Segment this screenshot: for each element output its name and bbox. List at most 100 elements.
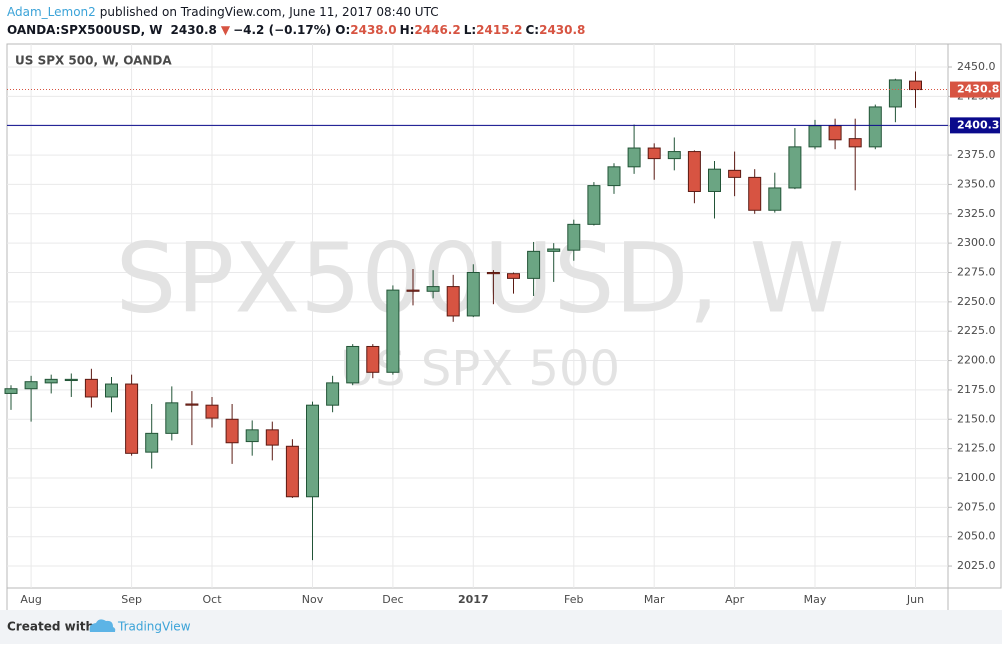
brand[interactable]: TradingView [117,620,191,634]
candle-body [728,169,742,178]
candle-body [4,388,18,394]
y-tick-label: 2025.0 [957,559,996,572]
y-tick-label: 2325.0 [957,207,996,220]
header-line-2: OANDA:SPX500USD, W 2430.8 ▼ −4.2 (−0.17%) O:… [7,23,585,37]
change: −4.2 (−0.17%) [233,23,331,37]
published: published on TradingView.com, June 11, 2… [100,5,439,19]
h-value: 2446.2 [414,23,460,37]
chart-frame [6,43,1002,589]
c-label: C: [525,23,539,37]
y-tick-label: 2275.0 [957,265,996,278]
y-tick-label: 2150.0 [957,412,996,425]
footer-bg [0,610,1002,644]
candle-body [647,147,661,160]
candle-body [446,286,460,317]
y-tick-label: 2050.0 [957,530,996,543]
x-tick-label: Oct [202,593,222,606]
header-line-1: Adam_Lemon2 published on TradingView.com,… [7,5,439,19]
candle-body [125,383,139,454]
l-label: L: [464,23,476,37]
candle-body [888,79,902,108]
last-price-label: 2430.8 [957,83,999,96]
y-tick-label: 2125.0 [957,442,996,455]
watermark-main: SPX500USD, W [116,222,845,334]
x-tick-label: Dec [382,593,403,606]
candle-body [64,378,78,382]
candle-body [486,271,500,275]
y-tick-label: 2300.0 [957,236,996,249]
candle-body [607,166,621,187]
x-tick-label: Nov [302,593,324,606]
candle-body [386,289,400,373]
candle-body [165,402,179,434]
hline-label: 2400.3 [957,118,999,131]
candle-body [808,125,822,148]
candle-body [306,404,319,498]
candle-body [788,146,802,189]
candle-body [225,418,239,444]
y-tick-label: 2450.0 [957,60,996,73]
y-tick-label: 2100.0 [957,471,996,484]
y-tick-label: 2375.0 [957,148,996,161]
x-tick-label: 2017 [458,593,489,606]
created-with: Created with [7,620,94,634]
watermark-sub: US SPX 500 [340,341,620,397]
candle-body [627,147,641,168]
candle-body [768,187,782,211]
x-tick-label: Feb [564,593,583,606]
candle-body [265,429,279,446]
candle-body [326,382,340,406]
last: 2430.8 [171,23,217,37]
x-tick-label: Sep [121,593,142,606]
candle-body [406,289,420,292]
candle-body [828,125,842,141]
arrow: ▼ [221,23,231,37]
y-tick-label: 2200.0 [957,354,996,367]
x-tick-label: Jun [906,593,924,606]
candle-body [748,176,762,211]
candle-body [667,151,681,160]
candle-body [185,403,199,406]
candle-body [547,248,561,252]
candle-body [567,223,581,251]
candle-body [848,138,862,148]
candle-body [205,404,219,419]
candle-body [587,185,601,225]
candle-body [426,286,440,292]
y-tick-label: 2350.0 [957,177,996,190]
candle-body [145,432,159,453]
x-tick-label: Mar [644,593,665,606]
last-price-bg [950,81,1000,98]
y-tick-label: 2250.0 [957,295,996,308]
l-value: 2415.2 [476,23,522,37]
hline-label-bg [950,117,1000,134]
candle-body [527,250,541,279]
candles [4,71,922,561]
candle-body [366,345,380,373]
candle-body [507,273,520,279]
candle-body [708,168,721,192]
candle-body [24,381,38,390]
o-value: 2438.0 [350,23,396,37]
candle-body [687,151,701,192]
footer: Created with TradingView [7,619,191,634]
candle-body [285,445,299,498]
candle-body [466,271,480,317]
x-tick-label: Aug [20,593,41,606]
candle-body [84,378,98,398]
candle-body [868,106,882,148]
x-tick-label: May [804,593,827,606]
author[interactable]: Adam_Lemon2 [7,5,96,19]
c-value: 2430.8 [539,23,585,37]
h-label: H: [400,23,415,37]
o-label: O: [335,23,350,37]
brand-logo [89,619,116,632]
candle-body [245,429,259,443]
y-tick-label: 2075.0 [957,500,996,513]
chart-title: US SPX 500, W, OANDA [15,54,172,68]
symbol: OANDA:SPX500USD, W [7,23,163,37]
y-tick-label: 2175.0 [957,383,996,396]
candle-body [346,345,360,384]
x-tick-label: Apr [725,593,745,606]
